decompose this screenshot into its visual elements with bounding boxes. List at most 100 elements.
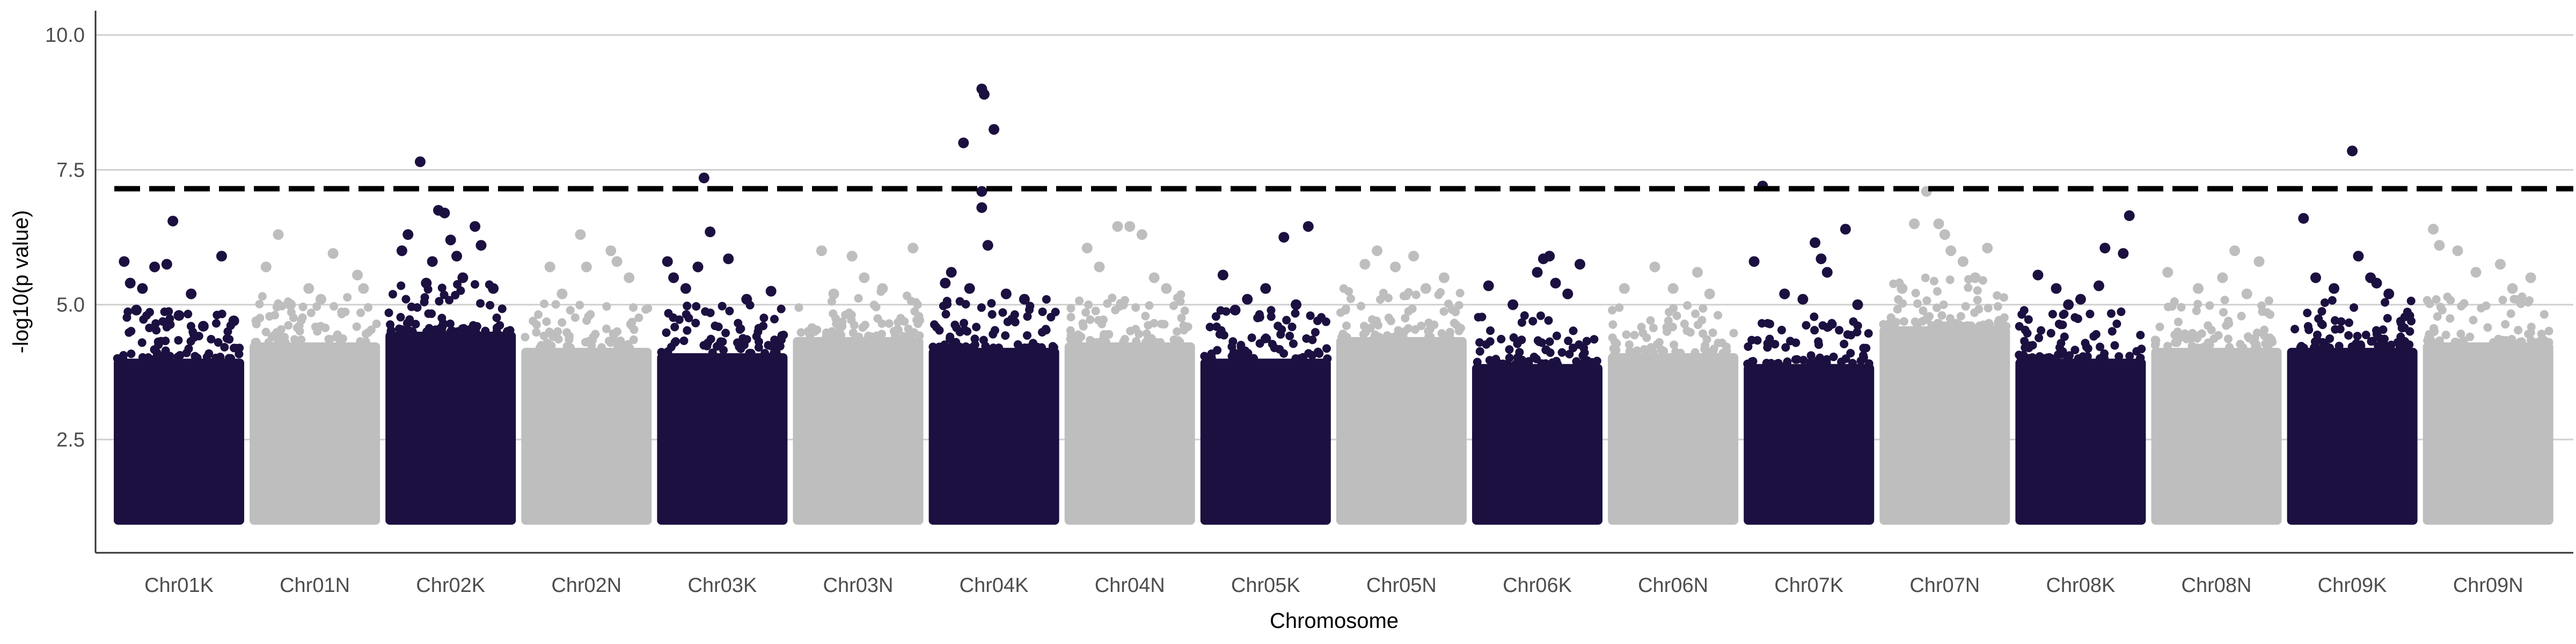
data-point [396, 245, 407, 257]
data-point [2435, 336, 2445, 345]
data-point [2501, 320, 2510, 329]
data-point [497, 304, 507, 313]
data-point [1066, 312, 1075, 321]
data-point [943, 299, 952, 309]
data-point [1536, 311, 1545, 320]
data-point [267, 332, 276, 341]
data-point [1236, 341, 1246, 350]
data-point [285, 299, 296, 310]
data-point [306, 308, 316, 317]
data-point [1683, 301, 1692, 310]
data-point [2170, 297, 2179, 306]
data-point [2177, 303, 2186, 312]
data-point [2162, 267, 2174, 278]
data-point [1814, 340, 1824, 349]
data-point [1853, 327, 1862, 336]
data-point [1770, 340, 1780, 349]
data-point [162, 323, 171, 332]
data-point [445, 296, 454, 305]
data-point [251, 338, 260, 347]
data-point [2163, 302, 2172, 311]
data-point [2192, 306, 2201, 316]
data-point [1287, 323, 1297, 332]
data-point [194, 332, 203, 341]
data-point [588, 335, 597, 345]
data-point [1136, 229, 1147, 240]
data-point [1315, 349, 1324, 358]
data-point [1342, 321, 1351, 330]
dense-points [114, 358, 244, 525]
data-point [978, 89, 990, 100]
data-point [2020, 336, 2029, 346]
data-point [2525, 272, 2536, 283]
data-point [1176, 297, 1185, 306]
data-point [718, 302, 727, 311]
data-point [281, 338, 290, 347]
x-tick-label: Chr03K [687, 574, 757, 597]
data-point [1718, 349, 1728, 358]
data-point [1702, 349, 1711, 358]
data-point [1291, 309, 1300, 318]
data-point [1475, 347, 1484, 356]
data-point [273, 229, 284, 240]
data-point [2353, 332, 2362, 341]
data-point [532, 320, 541, 330]
data-point [683, 302, 692, 311]
data-point [1366, 324, 1375, 333]
data-point [2405, 340, 2414, 349]
data-point [967, 343, 976, 353]
data-point [1408, 251, 1419, 262]
data-point [760, 349, 770, 358]
data-point [1295, 354, 1304, 363]
data-point [706, 308, 715, 317]
data-point [1708, 349, 1717, 358]
data-point [1997, 320, 2006, 329]
data-point [1169, 301, 1178, 310]
data-point [847, 316, 856, 325]
chromosome-Chr03K [657, 172, 788, 525]
data-point [137, 283, 148, 294]
data-point [1781, 343, 1790, 352]
data-point [2456, 330, 2465, 339]
data-point [1401, 313, 1410, 323]
data-point [2524, 296, 2534, 305]
data-point [1544, 251, 1555, 262]
data-point [698, 172, 709, 184]
data-point [873, 314, 882, 323]
data-point [1652, 340, 1662, 349]
data-point [741, 294, 752, 305]
data-point [2317, 307, 2326, 316]
data-point [1978, 276, 1987, 285]
data-point [1708, 328, 1717, 338]
data-point [2093, 280, 2104, 291]
data-point [759, 313, 769, 323]
dense-points [2423, 342, 2553, 525]
data-point [1797, 294, 1809, 305]
data-point [1704, 288, 1715, 299]
data-point [445, 235, 456, 246]
data-point [634, 313, 643, 323]
data-point [807, 323, 816, 332]
data-point [186, 321, 195, 331]
data-point [1108, 294, 1117, 303]
data-point [1174, 336, 1183, 345]
data-point [1066, 326, 1075, 335]
data-point [557, 288, 568, 299]
data-point [1260, 283, 1271, 294]
data-point [1120, 335, 1129, 344]
data-point [2494, 259, 2506, 270]
data-point [1339, 284, 1348, 293]
data-point [352, 269, 363, 281]
data-point [2264, 296, 2273, 305]
data-point [1664, 316, 1673, 325]
data-point [2214, 331, 2223, 340]
data-point [2501, 336, 2511, 345]
data-point [848, 328, 858, 338]
data-point [1444, 299, 1453, 309]
data-point [396, 313, 405, 322]
data-point [1037, 343, 1046, 352]
data-point [1564, 336, 1573, 346]
data-point [629, 303, 638, 312]
data-point [916, 316, 925, 325]
data-point [776, 334, 785, 343]
